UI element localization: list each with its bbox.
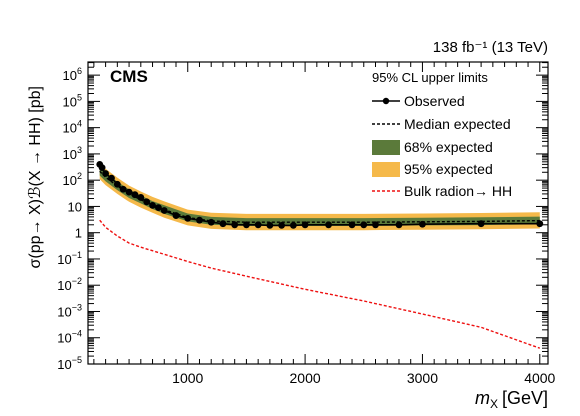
observed-point [254, 221, 262, 229]
x-tick-label: 4000 [524, 370, 555, 386]
y-tick-label: 10 [68, 199, 82, 214]
observed-point [536, 220, 544, 228]
legend-95-swatch [372, 162, 400, 177]
cms-label: CMS [110, 67, 148, 86]
y-axis-label: σ(pp→ X)ℬ(X → HH) [pb] [27, 86, 44, 268]
bulk-radion-line [99, 219, 541, 349]
observed-point [98, 164, 106, 172]
observed-point [155, 204, 162, 212]
legend-median-label: Median expected [404, 116, 511, 132]
observed-point [143, 198, 151, 206]
observed-point [184, 215, 192, 222]
observed-point [108, 174, 115, 182]
x-axis-label: mX [GeV] [475, 388, 548, 411]
y-tick-label: 105 [63, 92, 82, 109]
legend-title: 95% CL upper limits [372, 70, 488, 85]
band-95-expected [99, 162, 540, 231]
legend-observed-label: Observed [404, 93, 465, 109]
observed-point [243, 221, 250, 229]
luminosity-label: 138 fb⁻¹ (13 TeV) [433, 39, 548, 56]
legend-radion-label: Bulk radion→ HH [404, 183, 512, 199]
observed-point [172, 212, 180, 219]
observed-point [419, 220, 426, 228]
x-axis: 1000 2000 3000 4000 [93, 62, 556, 386]
observed-point [149, 201, 156, 209]
band-68-expected [99, 166, 540, 226]
observed-point [372, 221, 379, 229]
bands [99, 162, 540, 231]
observed-point [219, 220, 227, 228]
observed-point [207, 218, 215, 226]
observed-point [289, 221, 297, 229]
observed-point [119, 185, 127, 193]
observed-point [301, 221, 309, 229]
y-tick-label: 10−5 [57, 355, 82, 372]
observed-point [266, 221, 274, 229]
x-tick-label: 3000 [407, 370, 438, 386]
y-tick-label: 10−4 [57, 329, 82, 346]
y-axis: 10−5 10−4 10−3 10−2 10−1 1 10 102 103 104 105 106 [57, 62, 548, 372]
observed-point [278, 221, 286, 229]
x-axis-label-var: m [475, 388, 490, 408]
legend-entry-observed: Observed [372, 93, 465, 109]
observed-point [395, 221, 403, 229]
x-tick-label: 2000 [290, 370, 321, 386]
observed-point [196, 216, 203, 224]
legend-entry-median: Median expected [372, 116, 511, 132]
legend-observed-marker [382, 97, 390, 105]
y-tick-label: 102 [63, 171, 82, 188]
y-tick-label: 104 [63, 119, 82, 136]
legend-entry-68: 68% expected [372, 139, 493, 155]
x-axis-label-sub: X [490, 397, 498, 411]
observed-point [360, 221, 368, 229]
observed-point [125, 188, 133, 196]
observed-point [113, 180, 121, 188]
y-tick-label: 103 [63, 145, 82, 162]
y-tick-label: 10−1 [57, 250, 82, 267]
y-tick-label: 106 [63, 66, 82, 83]
observed-point [477, 220, 485, 228]
x-tick-label: 1000 [172, 370, 203, 386]
legend-95-label: 95% expected [404, 161, 493, 177]
observed-point [348, 221, 356, 229]
observed-point [231, 221, 239, 229]
observed-point [137, 194, 145, 201]
legend-68-swatch [372, 140, 400, 155]
legend-68-label: 68% expected [404, 139, 493, 155]
legend: 95% CL upper limits Observed Median expe… [372, 70, 512, 199]
plot-frame [87, 61, 549, 365]
y-tick-label: 10−2 [57, 276, 82, 293]
observed-point [131, 191, 139, 199]
legend-entry-95: 95% expected [372, 161, 493, 177]
observed-point [160, 207, 168, 214]
y-tick-label: 10−3 [57, 302, 82, 319]
observed-points [96, 160, 544, 229]
legend-entry-radion: Bulk radion→ HH [372, 183, 512, 199]
y-tick-label: 1 [75, 226, 82, 241]
observed-point [325, 221, 332, 229]
observed-point [102, 170, 110, 177]
x-axis-label-unit: [GeV] [502, 388, 548, 408]
